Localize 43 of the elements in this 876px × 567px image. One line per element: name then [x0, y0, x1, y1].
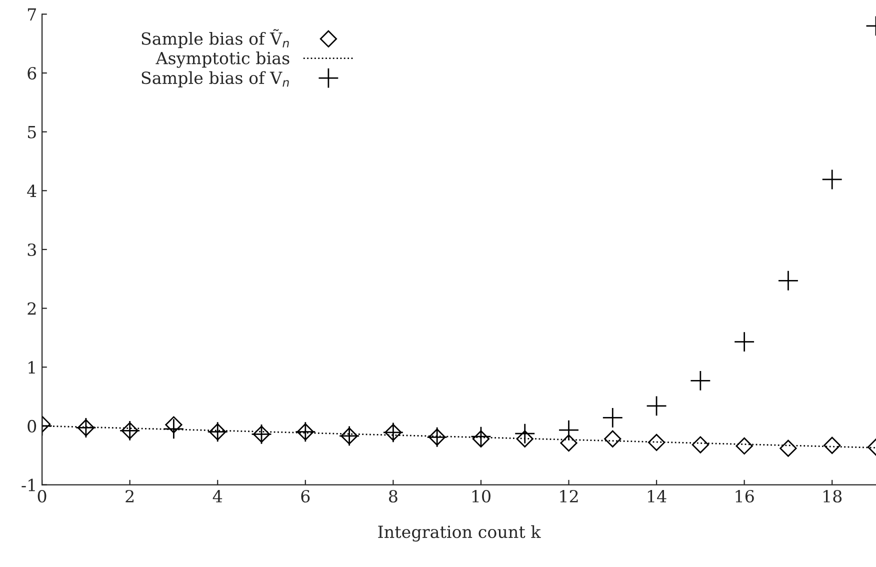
point: [165, 416, 182, 434]
y-tick-label: 2: [28, 302, 36, 315]
x-tick-label: 4: [212, 490, 222, 502]
point: [470, 426, 492, 447]
x-tick-label: 18: [824, 490, 842, 503]
legend-label: Sample bias of V$_{n}$: [142, 71, 289, 88]
y-tick-label: -1: [22, 478, 35, 492]
point: [824, 436, 841, 454]
point: [472, 430, 490, 448]
point: [690, 370, 711, 392]
x-tick-label: 14: [648, 490, 666, 502]
y-tick-label: 6: [28, 66, 36, 80]
x-tick-label: 2: [126, 490, 134, 502]
x-tick-label: 6: [301, 490, 310, 503]
point: [780, 440, 797, 457]
y-tick-label: 7: [28, 8, 36, 21]
y-tick-label: 3: [28, 243, 36, 256]
x-axis-title: Integration count k: [378, 525, 541, 542]
point: [604, 430, 622, 448]
point: [778, 270, 799, 292]
point: [602, 407, 624, 428]
point: [558, 420, 580, 440]
legend-label: Asymptotic bias: [156, 52, 290, 68]
point: [516, 430, 534, 448]
point: [514, 423, 536, 444]
point: [734, 331, 755, 352]
x-tick-label: 12: [560, 490, 578, 502]
x-tick-label: 16: [736, 490, 754, 503]
legend-label: Sample bias of Ṽ$_{n}$: [142, 29, 289, 48]
y-tick-label: 4: [27, 184, 36, 197]
y-tick-label: 1: [28, 361, 35, 374]
point: [163, 418, 184, 440]
point: [560, 434, 578, 452]
point: [692, 436, 709, 454]
x-tick-label: 8: [389, 490, 398, 503]
x-tick-label: 0: [38, 490, 46, 503]
y-tick-label: 5: [28, 126, 36, 138]
y-tick-label: 0: [28, 420, 36, 433]
point: [822, 169, 843, 190]
point: [646, 396, 667, 416]
point: [736, 437, 753, 455]
point: [648, 434, 666, 451]
x-tick-label: 10: [472, 490, 490, 503]
